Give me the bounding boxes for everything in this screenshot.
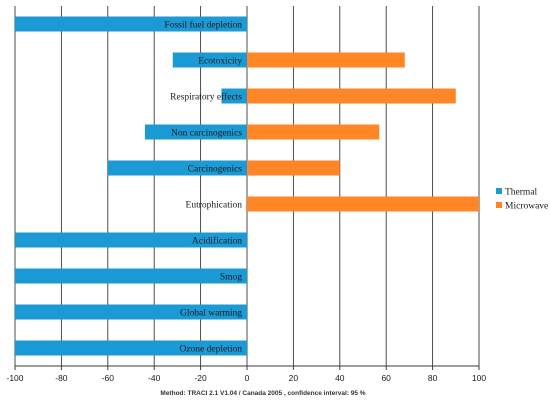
category-label: Ecotoxicity [198,57,242,67]
bar-microwave-4 [247,124,380,140]
x-tick-label: -60 [102,373,115,383]
category-labels: Fossil fuel depletion Ecotoxicity Respirat… [164,20,242,355]
x-tick-label: -100 [6,373,23,383]
category-label: Respiratory effects [170,92,242,103]
category-label: Fossil fuel depletion [164,20,242,31]
x-tick-label: -80 [55,373,68,383]
category-label: Smog [220,273,242,283]
bars [15,16,479,356]
x-tick-label: -20 [194,373,207,383]
category-label: Eutrophication [186,201,243,211]
x-axis: -100 -80 -60 -40 -20 0 20 40 60 80 100 [6,365,486,383]
legend-swatch-microwave [496,202,502,208]
method-footnote: Method: TRACI 2.1 V1.04 / Canada 2005 , … [160,390,365,397]
category-label: Acidification [192,236,242,247]
legend-label-microwave: Microwave [505,202,548,212]
category-label: Global warming [180,309,242,319]
bar-thermal-7 [15,232,247,248]
bar-thermal-9 [15,304,247,320]
bar-microwave-2 [247,52,405,68]
legend-label-thermal: Thermal [505,188,538,198]
bar-microwave-5 [247,160,340,176]
x-tick-label: 100 [472,373,486,383]
x-tick-label: 60 [381,373,391,383]
x-tick-label: 20 [289,373,299,383]
category-label: Non carcinogenics [171,129,242,139]
category-label: Carcinogenics [188,165,243,175]
bar-thermal-3 [221,88,247,104]
bar-thermal-4 [144,124,247,140]
bar-thermal-8 [15,268,247,284]
bar-microwave-3 [247,88,456,104]
category-label: Ozone depletion [179,345,242,355]
x-tick-label: 0 [245,373,250,383]
legend-swatch-thermal [496,188,502,194]
legend: Thermal Microwave [496,188,548,212]
x-tick-label: 40 [335,373,345,383]
bar-thermal-1 [15,16,247,32]
x-tick-label: 80 [428,373,438,383]
bar-microwave-6 [247,196,479,212]
bar-thermal-5 [107,160,247,176]
bar-thermal-10 [15,340,247,356]
bar-thermal-2 [172,52,247,68]
x-tick-label: -40 [148,373,161,383]
